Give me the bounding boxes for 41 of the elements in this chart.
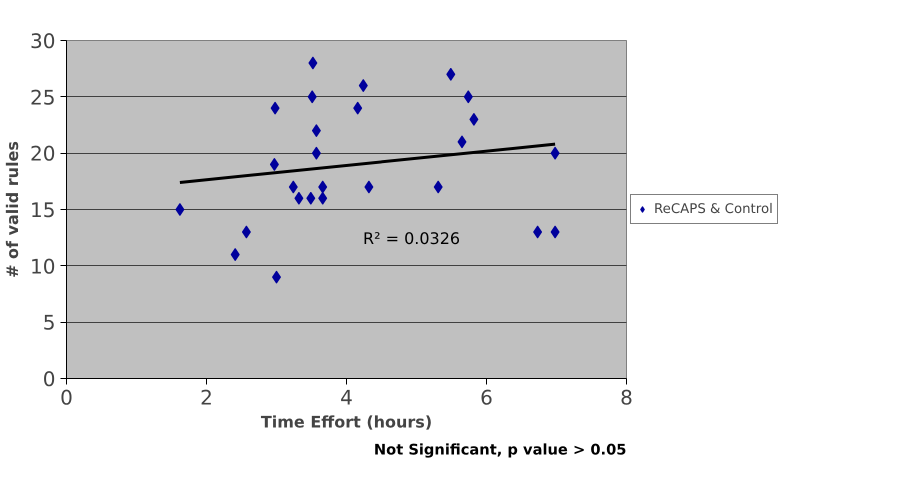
- point: [533, 226, 542, 239]
- point: [434, 180, 443, 194]
- y-tick-label: 0: [42, 367, 56, 391]
- point: [306, 192, 316, 205]
- y-tick-label: 5: [42, 310, 56, 335]
- point: [230, 248, 240, 262]
- y-tick-label: 15: [30, 198, 56, 222]
- y-axis-title: # of valid rules: [3, 141, 22, 278]
- point: [364, 180, 374, 194]
- point: [318, 180, 328, 194]
- point: [308, 90, 317, 104]
- y-tick-label: 30: [30, 29, 56, 53]
- point: [270, 102, 280, 115]
- point: [288, 180, 298, 194]
- annotation: R² = 0.0326: [362, 229, 460, 248]
- x-tick-label: 0: [60, 386, 73, 410]
- legend-label: ReCAPS & Control: [654, 202, 773, 216]
- x-tick-label: 2: [200, 386, 213, 410]
- point: [312, 124, 321, 138]
- point: [446, 68, 456, 81]
- point: [318, 192, 328, 205]
- point: [353, 102, 362, 115]
- point: [464, 90, 473, 104]
- point: [242, 226, 251, 239]
- y-tick-label: 10: [30, 254, 56, 278]
- point: [312, 146, 321, 160]
- x-tick-label: 8: [620, 386, 633, 410]
- point: [308, 56, 318, 70]
- point: [294, 192, 304, 205]
- x-axis-title: Time Effort (hours): [260, 412, 432, 432]
- point: [550, 226, 560, 239]
- point: [469, 112, 478, 126]
- x-tick-label: 6: [480, 386, 493, 410]
- point: [175, 203, 184, 216]
- point: [550, 146, 560, 160]
- y-tick-label: 20: [30, 142, 56, 166]
- y-tick-label: 25: [30, 85, 56, 110]
- x-tick-label: 4: [340, 386, 353, 410]
- point: [358, 79, 368, 92]
- point: [270, 158, 279, 171]
- text: Not Significant, p value > 0.05: [374, 442, 627, 458]
